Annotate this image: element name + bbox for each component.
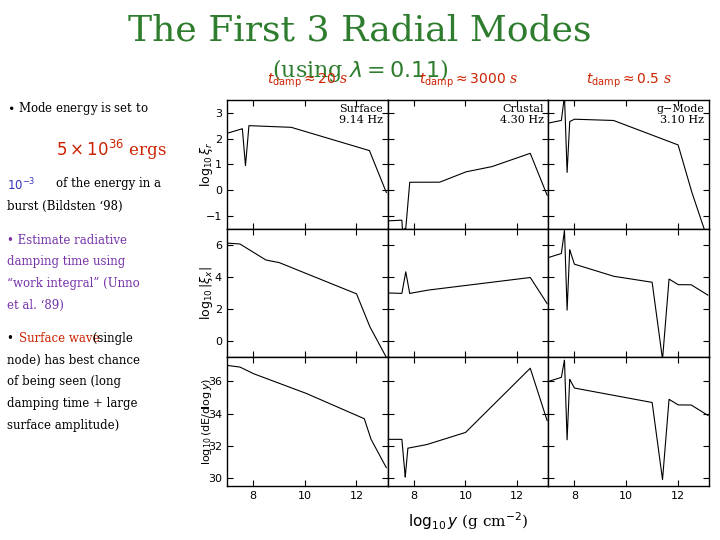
Text: $t_{\mathrm{damp}} \approx 20$ s: $t_{\mathrm{damp}} \approx 20$ s bbox=[266, 72, 348, 90]
Text: $5 \times 10^{36}$ ergs: $5 \times 10^{36}$ ergs bbox=[56, 138, 167, 162]
Text: Surface wave: Surface wave bbox=[19, 332, 99, 345]
Text: burst (Bildsten ‘98): burst (Bildsten ‘98) bbox=[7, 200, 123, 213]
Text: node) has best chance: node) has best chance bbox=[7, 354, 140, 367]
Text: (single: (single bbox=[89, 332, 133, 345]
Text: $10^{-3}$: $10^{-3}$ bbox=[7, 177, 36, 193]
Text: surface amplitude): surface amplitude) bbox=[7, 418, 120, 431]
Text: Surface
9.14 Hz: Surface 9.14 Hz bbox=[339, 104, 383, 125]
Text: $t_{\mathrm{damp}} \approx 0.5$ s: $t_{\mathrm{damp}} \approx 0.5$ s bbox=[586, 72, 672, 90]
Text: •: • bbox=[7, 332, 18, 345]
Text: $\log_{10}(\mathrm{dE/d}\!\log y)$: $\log_{10}(\mathrm{dE/d}\!\log y)$ bbox=[199, 378, 214, 465]
Text: The First 3 Radial Modes: The First 3 Radial Modes bbox=[128, 14, 592, 48]
Text: Crustal
4.30 Hz: Crustal 4.30 Hz bbox=[500, 104, 544, 125]
Text: of being seen (long: of being seen (long bbox=[7, 375, 121, 388]
Text: $\log_{10}\xi_r$: $\log_{10}\xi_r$ bbox=[198, 141, 215, 187]
Text: $t_{\mathrm{damp}} \approx 3000$ s: $t_{\mathrm{damp}} \approx 3000$ s bbox=[418, 72, 518, 90]
Text: (using $\lambda = 0.11$): (using $\lambda = 0.11$) bbox=[272, 57, 448, 84]
Text: of the energy in a: of the energy in a bbox=[56, 177, 161, 190]
Text: $\log_{10}y$ (g cm$^{-2}$): $\log_{10}y$ (g cm$^{-2}$) bbox=[408, 510, 528, 532]
Text: damping time + large: damping time + large bbox=[7, 397, 138, 410]
Text: $\bullet$ Mode energy is set to: $\bullet$ Mode energy is set to bbox=[7, 100, 149, 117]
Text: g−Mode
3.10 Hz: g−Mode 3.10 Hz bbox=[657, 104, 704, 125]
Text: • Estimate radiative: • Estimate radiative bbox=[7, 234, 127, 247]
Text: $\log_{10}|\xi_x|$: $\log_{10}|\xi_x|$ bbox=[198, 266, 215, 320]
Text: “work integral” (Unno: “work integral” (Unno bbox=[7, 277, 140, 290]
Text: et al. ‘89): et al. ‘89) bbox=[7, 299, 64, 312]
Text: damping time using: damping time using bbox=[7, 255, 125, 268]
